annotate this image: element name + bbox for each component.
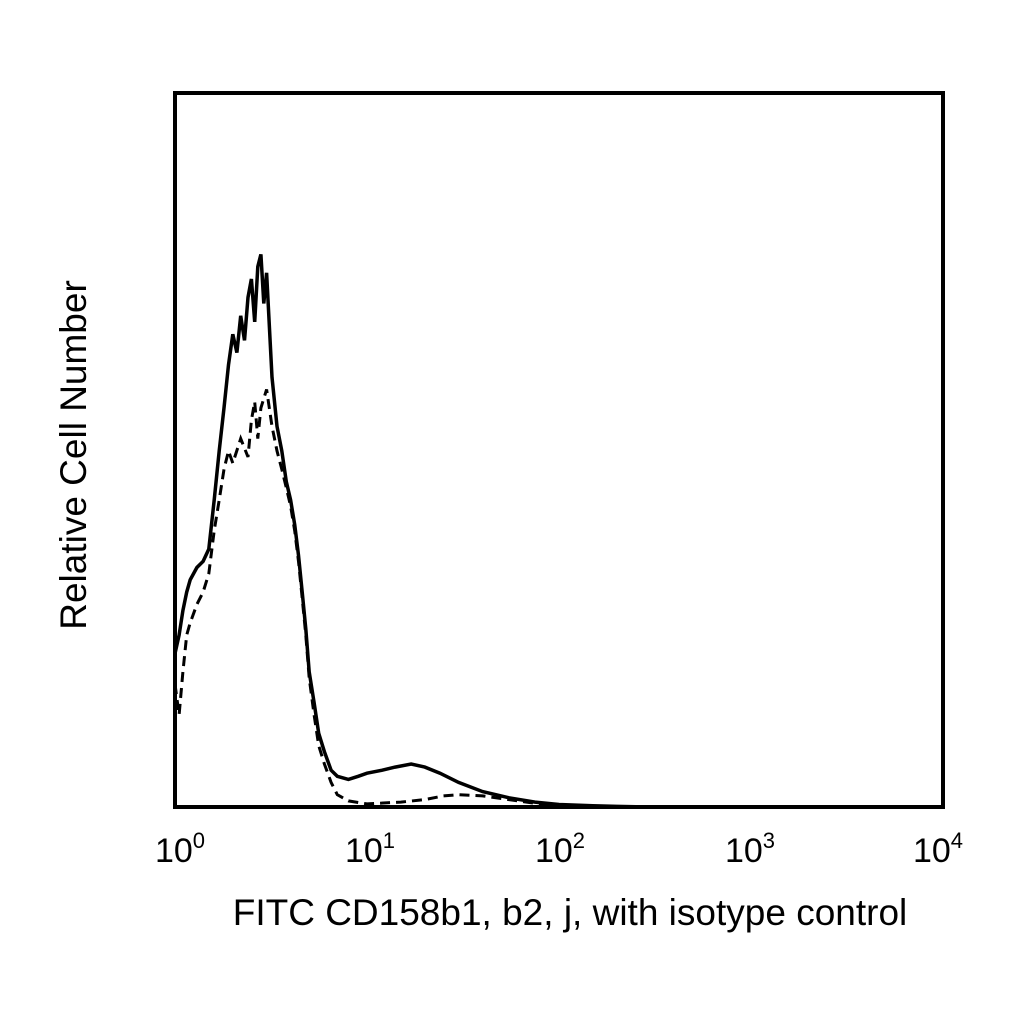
y-axis-label: Relative Cell Number xyxy=(53,280,94,630)
series-layer xyxy=(173,253,651,809)
x-tick-label-1: 101 xyxy=(345,828,395,870)
x-tick-label-3: 103 xyxy=(725,828,775,870)
x-tick-label-0: 100 xyxy=(155,828,205,870)
histogram-series-solid xyxy=(173,253,651,809)
histogram-series-dashed xyxy=(173,389,617,809)
x-axis-label: FITC CD158b1, b2, j, with isotype contro… xyxy=(233,892,908,933)
plot-frame xyxy=(173,91,945,809)
x-tick-label-2: 102 xyxy=(535,828,585,870)
x-tick-labels: 100 101 102 103 104 xyxy=(155,828,963,870)
x-tick-label-4: 104 xyxy=(913,828,963,870)
